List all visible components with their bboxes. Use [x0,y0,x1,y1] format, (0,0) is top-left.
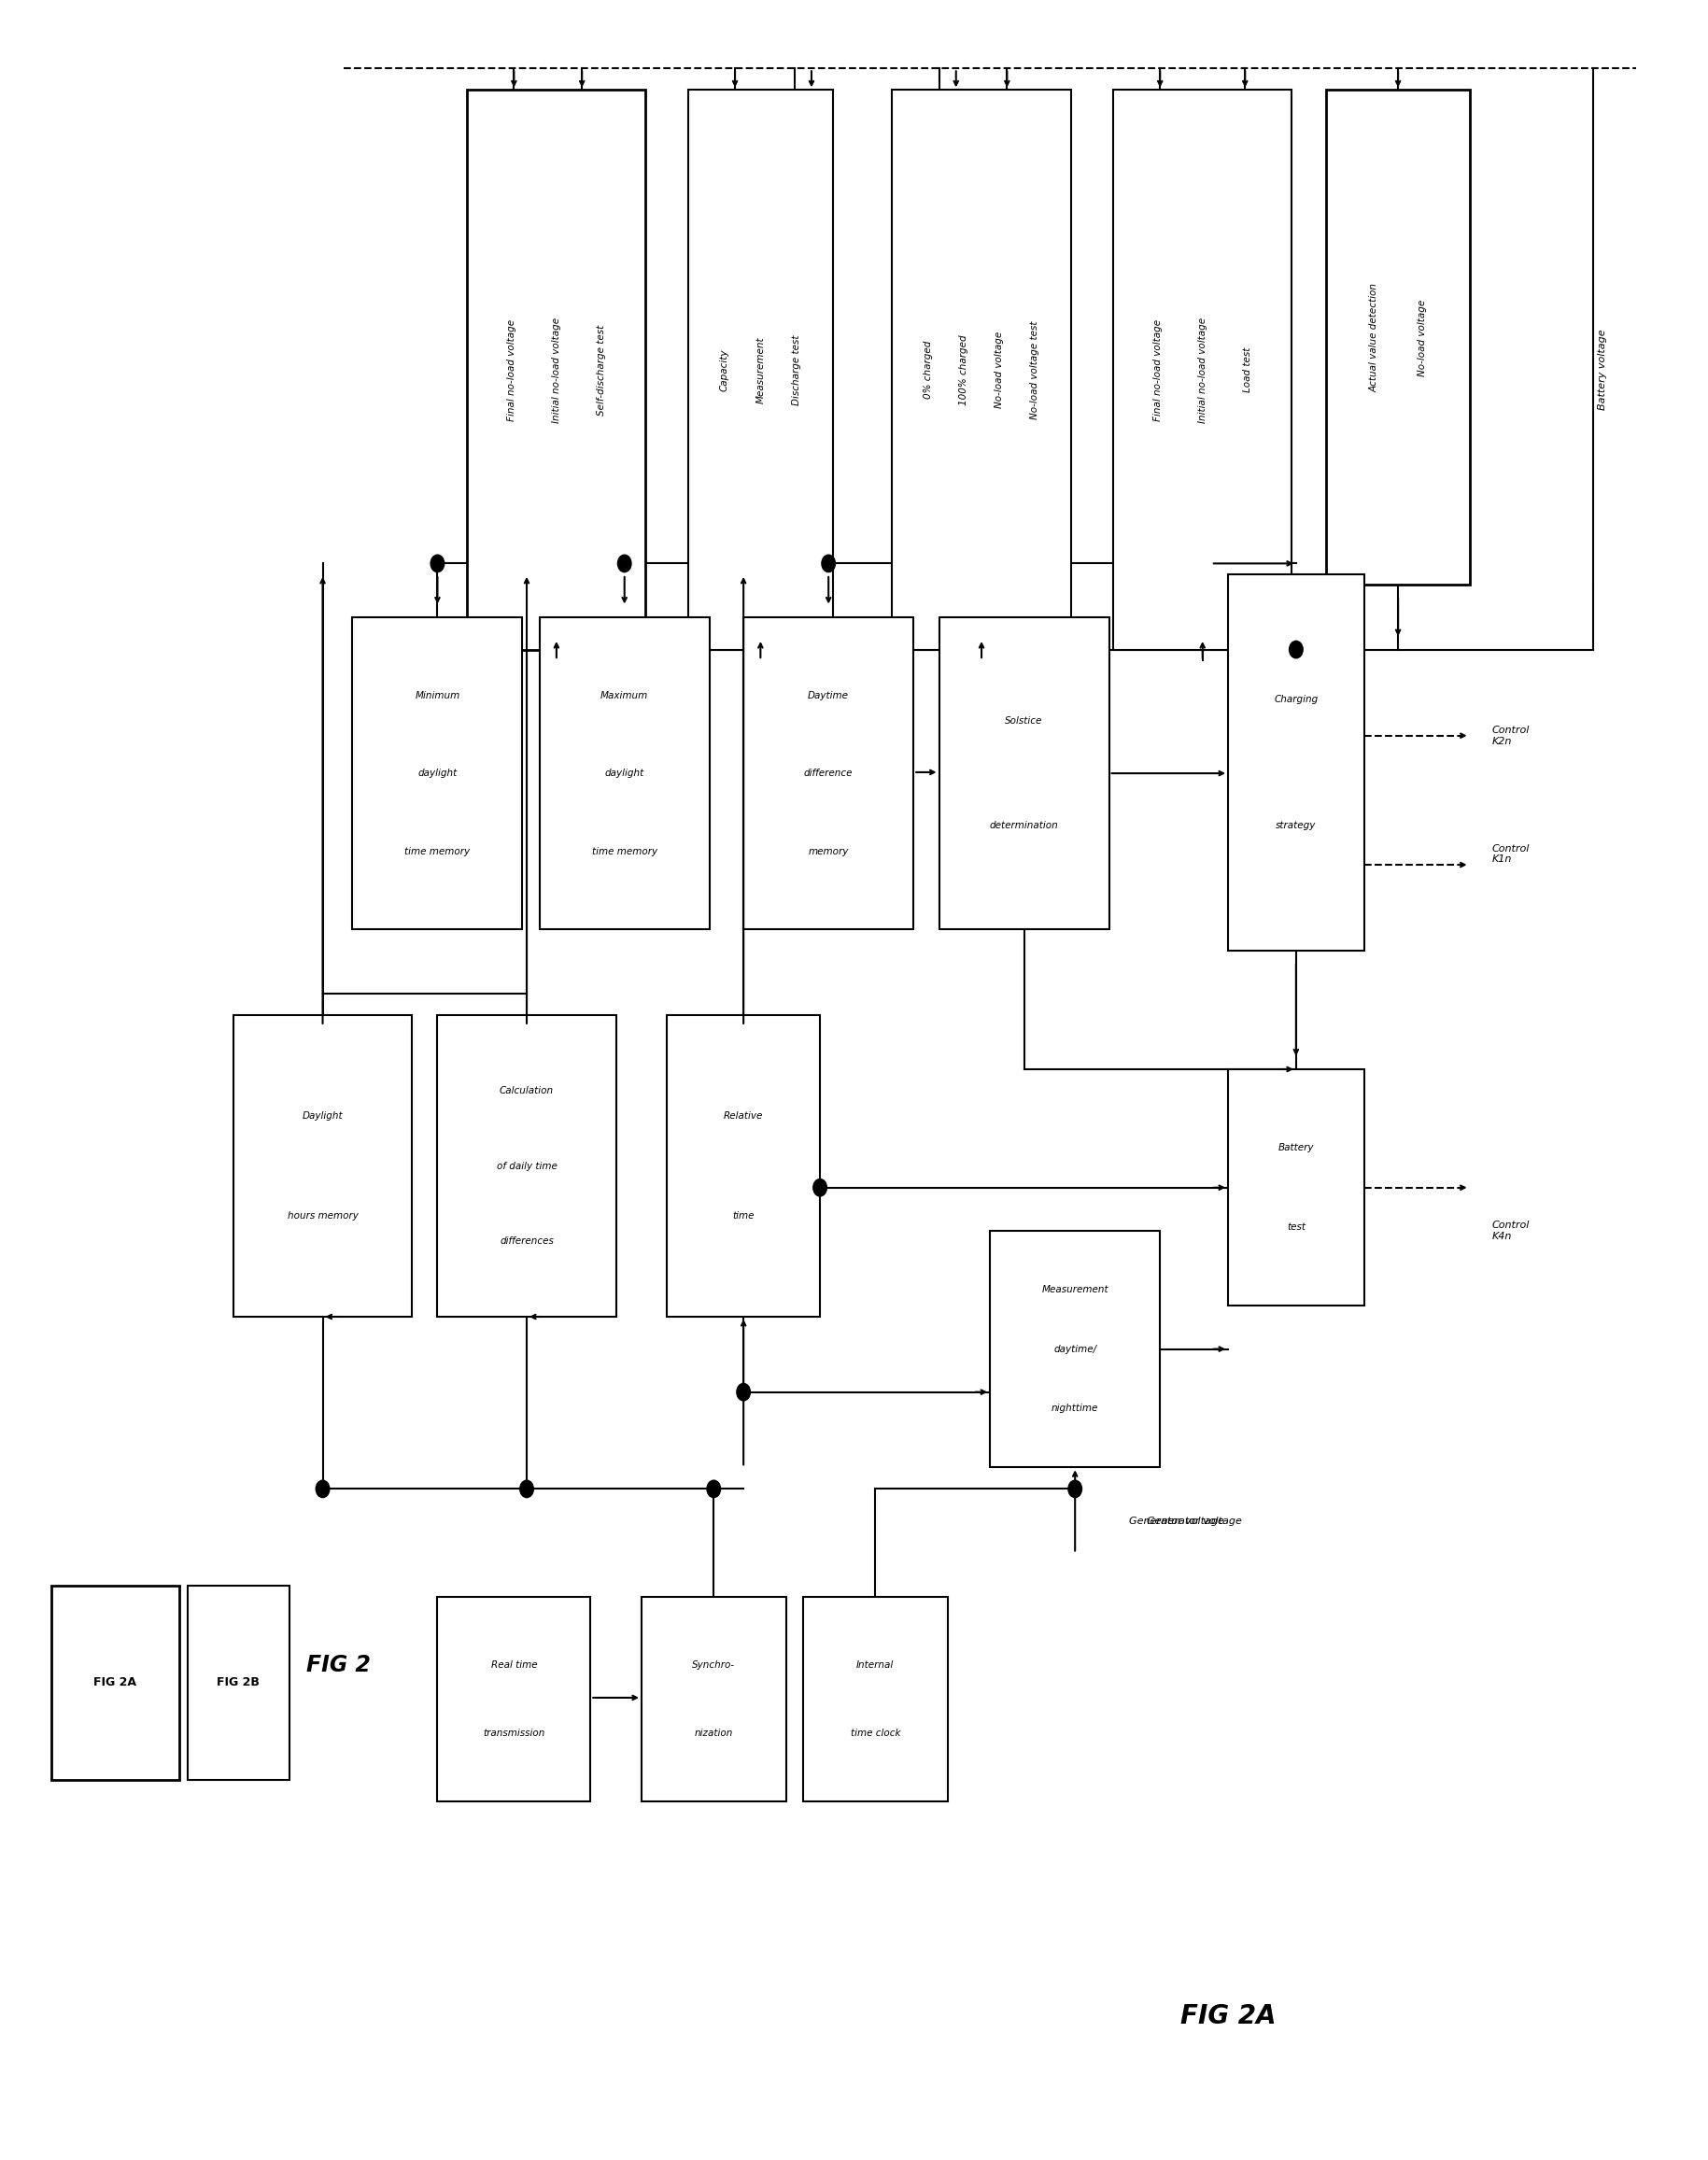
Circle shape [519,1480,533,1497]
Text: Measurement: Measurement [757,337,765,404]
Text: Final no-load voltage: Final no-load voltage [507,320,516,421]
Bar [991,1231,1160,1467]
Circle shape [618,555,632,572]
Text: transmission: transmission [483,1728,545,1737]
Circle shape [813,1179,827,1197]
Bar [668,1015,820,1318]
Text: No-load voltage: No-load voltage [994,330,1004,408]
Text: 100% charged: 100% charged [958,335,968,406]
Text: Control
K2n: Control K2n [1491,726,1529,745]
Text: daytime/: daytime/ [1054,1344,1097,1354]
Text: Daytime: Daytime [808,691,849,700]
Bar [688,91,834,650]
Text: Initial no-load voltage: Initial no-load voltage [1197,318,1208,423]
Text: Synchro-: Synchro- [692,1661,734,1670]
Text: strategy: strategy [1276,821,1317,829]
Text: Final no-load voltage: Final no-load voltage [1153,320,1163,421]
Bar [352,618,523,929]
Bar [437,1015,617,1318]
Bar [803,1596,948,1801]
Text: Maximum: Maximum [601,691,649,700]
Circle shape [1290,642,1303,659]
Text: Load test: Load test [1242,348,1252,393]
Text: test: test [1286,1223,1305,1231]
Circle shape [316,1480,330,1497]
Bar [939,618,1108,929]
Text: Calculation: Calculation [499,1086,553,1095]
Bar [1228,1069,1365,1307]
Text: Initial no-load voltage: Initial no-load voltage [552,318,562,423]
Text: Control
K1n: Control K1n [1491,845,1529,864]
Bar [51,1585,179,1780]
Text: Daylight: Daylight [302,1110,343,1121]
Text: time memory: time memory [591,847,658,855]
Text: No-load voltage: No-load voltage [1418,298,1426,376]
Bar [540,618,709,929]
Text: Self-discharge test: Self-discharge test [596,324,606,415]
Text: Solstice: Solstice [1006,717,1044,726]
Text: Battery: Battery [1278,1143,1313,1153]
Text: FIG 2A: FIG 2A [94,1676,137,1689]
Text: Battery voltage: Battery voltage [1597,328,1607,410]
Text: time memory: time memory [405,847,470,855]
Circle shape [1068,1480,1081,1497]
Text: No-load voltage test: No-load voltage test [1030,320,1040,419]
Text: Generator voltage: Generator voltage [1129,1516,1225,1525]
Text: hours memory: hours memory [287,1212,359,1220]
Text: Charging: Charging [1274,696,1319,704]
Bar [188,1585,290,1780]
Text: memory: memory [808,847,849,855]
Text: difference: difference [804,769,852,778]
Text: daylight: daylight [605,769,644,778]
Text: Relative: Relative [724,1110,763,1121]
Bar [1228,575,1365,950]
Text: differences: differences [500,1238,553,1246]
Text: Generator voltage: Generator voltage [1146,1516,1242,1525]
Circle shape [736,1382,750,1400]
Text: Internal: Internal [856,1661,893,1670]
Text: Measurement: Measurement [1042,1285,1108,1294]
Text: time clock: time clock [851,1728,900,1737]
Circle shape [822,555,835,572]
Text: nization: nization [695,1728,733,1737]
Text: determination: determination [989,821,1059,829]
Text: Minimum: Minimum [415,691,459,700]
Text: time: time [733,1212,755,1220]
Text: Capacity: Capacity [719,348,729,391]
Text: Actual value detection: Actual value detection [1370,283,1378,393]
Bar [234,1015,412,1318]
Bar [892,91,1071,650]
Text: FIG 2B: FIG 2B [217,1676,260,1689]
Text: Control
K4n: Control K4n [1491,1220,1529,1240]
Bar [1114,91,1291,650]
Text: FIG 2: FIG 2 [306,1655,371,1676]
Text: nighttime: nighttime [1052,1404,1098,1413]
Bar [743,618,914,929]
Text: Discharge test: Discharge test [793,335,801,406]
Bar [437,1596,591,1801]
Text: of daily time: of daily time [497,1162,557,1171]
Bar [468,91,646,650]
Text: daylight: daylight [418,769,458,778]
Bar [642,1596,786,1801]
Text: Real time: Real time [490,1661,536,1670]
Circle shape [430,555,444,572]
Bar [1325,91,1471,585]
Circle shape [707,1480,721,1497]
Text: 0% charged: 0% charged [924,341,933,400]
Text: FIG 2A: FIG 2A [1180,2002,1276,2028]
